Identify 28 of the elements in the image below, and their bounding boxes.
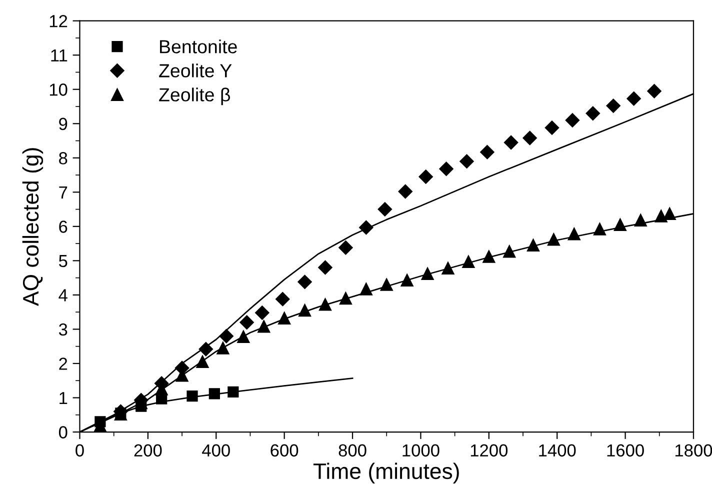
legend-label: Bentonite (160, 40, 237, 54)
y-tick-label: 0 (58, 426, 68, 438)
y-tick-label: 2 (59, 358, 68, 370)
x-axis-title: Time (minutes) (313, 462, 459, 484)
y-tick-label: 8 (59, 152, 68, 164)
y-tick-label: 9 (59, 118, 68, 130)
x-tick-label: 1200 (470, 444, 508, 457)
x-tick-label: 1400 (539, 444, 576, 457)
y-tick-label: 11 (51, 49, 68, 62)
x-tick-label: 1600 (607, 444, 644, 457)
x-tick-label: 1000 (402, 444, 440, 457)
y-tick-label: 3 (58, 323, 68, 336)
legend-label: Zeolite β (159, 88, 230, 106)
y-tick-label: 6 (59, 220, 68, 233)
x-tick-label: 600 (270, 444, 298, 457)
y-tick-label: 4 (58, 289, 68, 302)
x-tick-label: 400 (202, 444, 230, 457)
y-axis-title: AQ collected (g) (22, 148, 44, 306)
x-tick-label: 800 (338, 444, 366, 457)
y-tick-label: 10 (50, 84, 68, 96)
x-tick-label: 1800 (676, 444, 712, 457)
y-tick-label: 5 (58, 255, 68, 268)
y-tick-label: 7 (59, 186, 68, 198)
y-tick-label: 1 (60, 392, 68, 404)
y-tick-label: 12 (50, 15, 68, 28)
x-tick-label: 200 (134, 444, 162, 457)
legend-label: Zeolite Y (159, 64, 232, 78)
x-tick-label: 0 (76, 444, 84, 457)
